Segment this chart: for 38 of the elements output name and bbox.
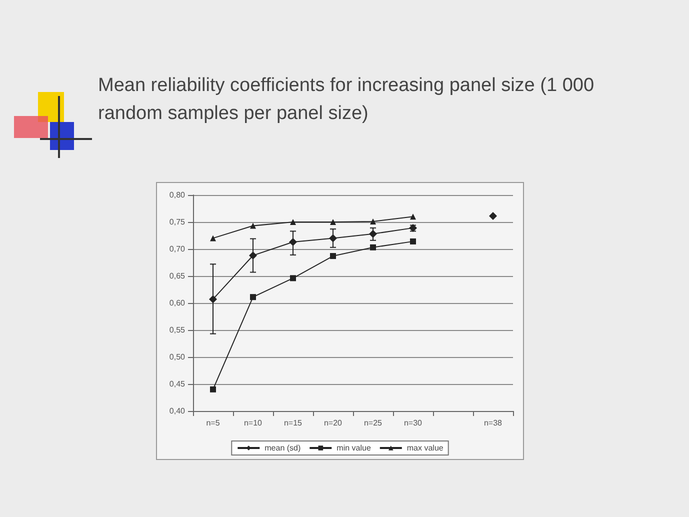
x-tick-label: n=10 (244, 418, 263, 428)
point (489, 212, 497, 220)
y-tick-label: 0,55 (169, 326, 186, 334)
x-tick-label: n=25 (364, 418, 383, 428)
legend-label: mean (sd) (264, 444, 301, 452)
y-tick-label: 0,75 (169, 218, 186, 226)
x-tick-label: n=38 (484, 418, 503, 428)
point (410, 238, 416, 244)
point (329, 234, 337, 242)
y-tick-label: 0,70 (169, 244, 186, 254)
y-tick-label: 0,60 (169, 298, 186, 308)
legend-label: min value (336, 444, 372, 452)
chart-title: Mean reliability coefficients for increasing panel size (1 000 random samples per panel size) (98, 74, 596, 126)
point (210, 235, 216, 242)
y-tick-label: 0,80 (169, 190, 186, 200)
x-tick-label: n=20 (324, 418, 343, 428)
point (250, 222, 256, 229)
point (209, 295, 217, 304)
point (370, 244, 376, 250)
point (369, 230, 377, 238)
point (289, 238, 297, 246)
point (250, 294, 256, 300)
point (330, 219, 336, 225)
point (249, 251, 257, 260)
point (410, 214, 416, 220)
legend-label: max value (406, 444, 444, 452)
x-tick-label: n=5 (206, 418, 220, 428)
point (210, 386, 216, 392)
point (330, 253, 336, 260)
y-tick-label: 0,40 (169, 406, 186, 416)
y-tick-label: 0,50 (169, 352, 186, 362)
point (290, 219, 296, 225)
point (290, 275, 296, 282)
y-tick-label: 0,45 (169, 380, 186, 388)
y-tick-label: 0,65 (169, 272, 186, 280)
point (370, 218, 376, 224)
x-tick-label: n=15 (284, 418, 303, 428)
x-tick-label: n=30 (404, 418, 423, 428)
